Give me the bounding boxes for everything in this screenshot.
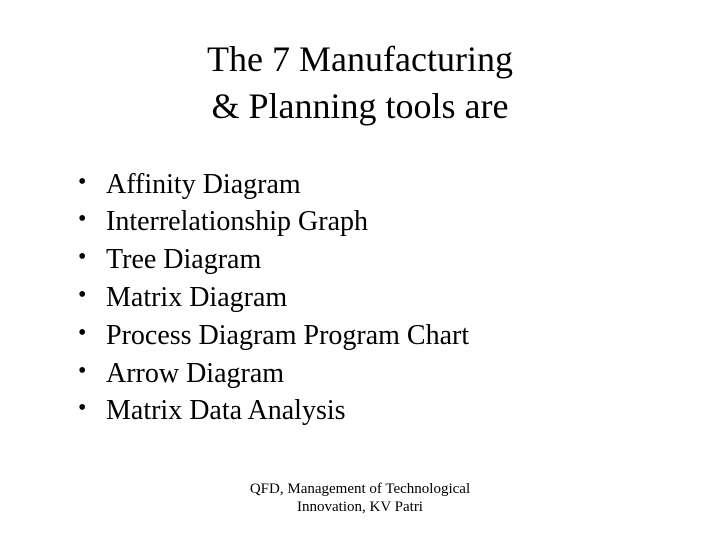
list-item: Arrow Diagram	[70, 355, 670, 393]
bullet-text: Process Diagram Program Chart	[106, 320, 469, 351]
footer-line-1: QFD, Management of Technological	[250, 481, 470, 497]
footer-line-2: Innovation, KV Patri	[297, 499, 423, 515]
slide-title: The 7 Manufacturing & Planning tools are	[50, 36, 670, 130]
bullet-text: Interrelationship Graph	[106, 206, 368, 237]
list-item: Process Diagram Program Chart	[70, 317, 670, 355]
list-item: Interrelationship Graph	[70, 203, 670, 241]
bullet-text: Affinity Diagram	[106, 169, 301, 200]
slide-footer: QFD, Management of Technological Innovat…	[0, 480, 720, 516]
list-item: Tree Diagram	[70, 241, 670, 279]
title-line-2: & Planning tools are	[212, 86, 509, 126]
bullet-text: Matrix Diagram	[106, 282, 287, 313]
list-item: Matrix Data Analysis	[70, 392, 670, 430]
bullet-text: Tree Diagram	[106, 244, 261, 275]
list-item: Affinity Diagram	[70, 166, 670, 204]
title-line-1: The 7 Manufacturing	[207, 39, 513, 79]
bullet-text: Matrix Data Analysis	[106, 395, 346, 426]
list-item: Matrix Diagram	[70, 279, 670, 317]
bullet-text: Arrow Diagram	[106, 358, 284, 389]
bullet-list: Affinity Diagram Interrelationship Graph…	[50, 166, 670, 431]
